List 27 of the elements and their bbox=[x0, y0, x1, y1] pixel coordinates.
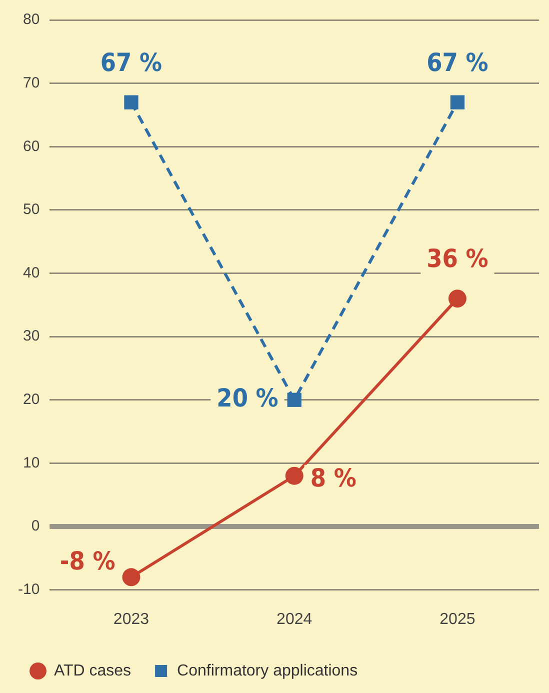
point bbox=[285, 466, 304, 485]
y-tick-label: 0 bbox=[31, 518, 40, 535]
point bbox=[122, 568, 140, 586]
data-label: 8 % bbox=[310, 463, 356, 492]
point bbox=[450, 95, 465, 110]
y-tick-label: 80 bbox=[22, 11, 40, 28]
y-tick-label: 30 bbox=[22, 328, 40, 345]
data-label: 67 % bbox=[426, 48, 488, 77]
x-tick-label: 2025 bbox=[440, 610, 476, 628]
data-label: 36 % bbox=[426, 244, 488, 274]
point bbox=[448, 290, 466, 308]
y-tick-label: 10 bbox=[22, 454, 40, 472]
data-label: 67 % bbox=[100, 48, 162, 77]
legend-label: ATD cases bbox=[54, 662, 132, 680]
y-tick-label: 40 bbox=[22, 264, 40, 282]
point bbox=[124, 95, 138, 110]
y-tick-label: 50 bbox=[22, 201, 40, 218]
y-tick-label: 20 bbox=[22, 391, 40, 408]
y-tick-label: 60 bbox=[22, 138, 40, 155]
data-label: -8 % bbox=[60, 546, 116, 576]
x-tick-label: 2023 bbox=[113, 610, 150, 628]
legend-label: Confirmatory applications bbox=[177, 662, 358, 680]
y-tick-label: 70 bbox=[22, 74, 40, 92]
point bbox=[287, 392, 302, 407]
x-tick-label: 2024 bbox=[276, 610, 312, 628]
y-tick-label: -10 bbox=[18, 580, 40, 598]
data-label: 20 % bbox=[216, 383, 278, 412]
